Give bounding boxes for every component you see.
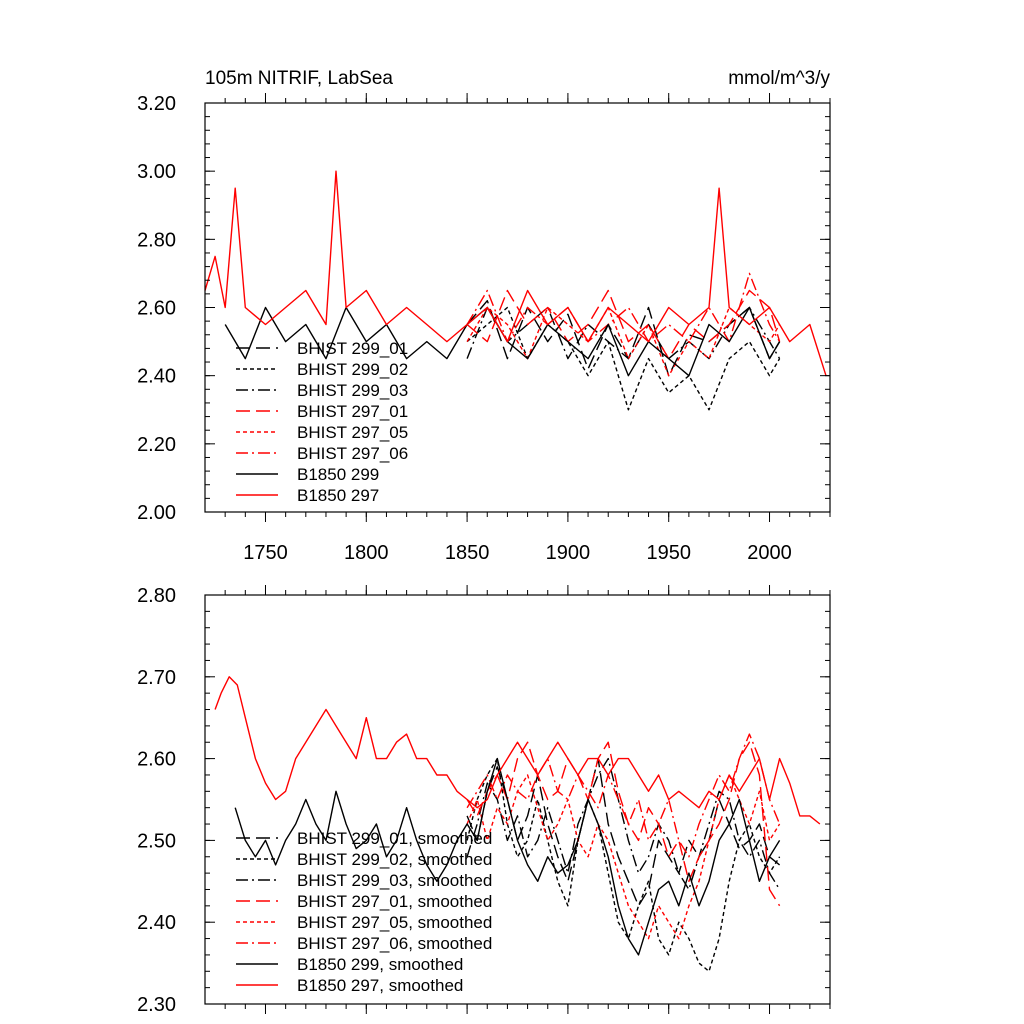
bottom-legend-label-3: BHIST 297_01, smoothed (297, 892, 492, 911)
top-xtick-label-3: 1900 (546, 542, 591, 564)
bottom-legend-label-6: B1850 299, smoothed (297, 955, 463, 974)
bottom-ytick-label-3: 2.60 (137, 749, 176, 771)
top-plot-frame (204, 102, 831, 513)
bottom-series-line-6 (234, 757, 781, 956)
top-xtick-label-2: 1850 (445, 542, 490, 564)
top-series-line-7 (204, 170, 827, 376)
bottom-legend-label-1: BHIST 299_02, smoothed (297, 850, 492, 869)
top-panel: 105m NITRIF, LabSea mmol/m^3/y BHIST 299… (137, 68, 831, 564)
top-series-line-2 (466, 306, 781, 360)
top-ytick-label-2: 2.40 (137, 366, 176, 388)
bottom-legend-label-5: BHIST 297_06, smoothed (297, 934, 492, 953)
top-legend-label-2: BHIST 299_03 (297, 381, 408, 400)
bottom-ytick-label-1: 2.40 (137, 912, 176, 934)
top-ytick-label-1: 2.20 (137, 434, 176, 456)
top-xtick-label-0: 1750 (243, 542, 288, 564)
top-legend-label-3: BHIST 297_01 (297, 402, 408, 421)
bottom-panel: BHIST 299_01, smoothed BHIST 299_02, smoo… (137, 585, 831, 1016)
bottom-ytick-label-4: 2.70 (137, 667, 176, 689)
top-ytick-label-3: 2.60 (137, 298, 176, 320)
top-legend-label-7: B1850 297 (297, 486, 379, 505)
top-legend-label-1: BHIST 299_02 (297, 360, 408, 379)
top-series-line-5 (466, 272, 781, 343)
top-legend-label-0: BHIST 299_01 (297, 339, 408, 358)
bottom-legend-label-7: B1850 297, smoothed (297, 976, 463, 995)
bottom-series-line-0 (466, 757, 781, 907)
top-axes: 2.00 2.20 2.40 2.60 2.80 3.00 3.20 1750 1800 1850… (137, 93, 831, 564)
bottom-series-line-7 (214, 676, 821, 825)
bottom-ytick-label-5: 2.80 (137, 585, 176, 607)
top-ytick-label-4: 2.80 (137, 229, 176, 251)
bottom-series-line-2 (466, 757, 781, 891)
top-panel-units: mmol/m^3/y (728, 68, 830, 89)
bottom-series-line-4 (466, 774, 781, 940)
top-series-group (204, 170, 827, 411)
bottom-ytick-label-0: 2.30 (137, 994, 176, 1016)
top-ytick-label-5: 3.00 (137, 161, 176, 183)
top-xtick-label-4: 1950 (646, 542, 691, 564)
top-panel-title: 105m NITRIF, LabSea (205, 68, 393, 89)
top-series-line-1 (466, 306, 781, 411)
top-series-line-3 (466, 289, 781, 360)
bottom-legend-label-2: BHIST 299_03, smoothed (297, 871, 492, 890)
bottom-series-line-3 (466, 741, 781, 907)
top-legend-label-5: BHIST 297_06 (297, 444, 408, 463)
bottom-series-line-1 (466, 757, 781, 972)
bottom-legend-label-0: BHIST 299_01, smoothed (297, 829, 492, 848)
top-xtick-label-5: 2000 (747, 542, 792, 564)
bottom-ytick-label-2: 2.50 (137, 830, 176, 852)
top-legend: BHIST 299_01 BHIST 299_02 BHIST 299_03 BHIS… (236, 339, 408, 505)
top-legend-label-6: B1850 299 (297, 465, 379, 484)
bottom-plot-frame (204, 594, 831, 1005)
top-ytick-label-6: 3.20 (137, 93, 176, 115)
bottom-legend-label-4: BHIST 297_05, smoothed (297, 913, 492, 932)
top-ytick-label-0: 2.00 (137, 502, 176, 524)
top-legend-label-4: BHIST 297_05 (297, 423, 408, 442)
bottom-series-line-5 (466, 733, 781, 858)
top-xtick-label-1: 1800 (344, 542, 389, 564)
bottom-legend: BHIST 299_01, smoothed BHIST 299_02, smoo… (236, 829, 492, 995)
bottom-series-group (214, 676, 821, 972)
